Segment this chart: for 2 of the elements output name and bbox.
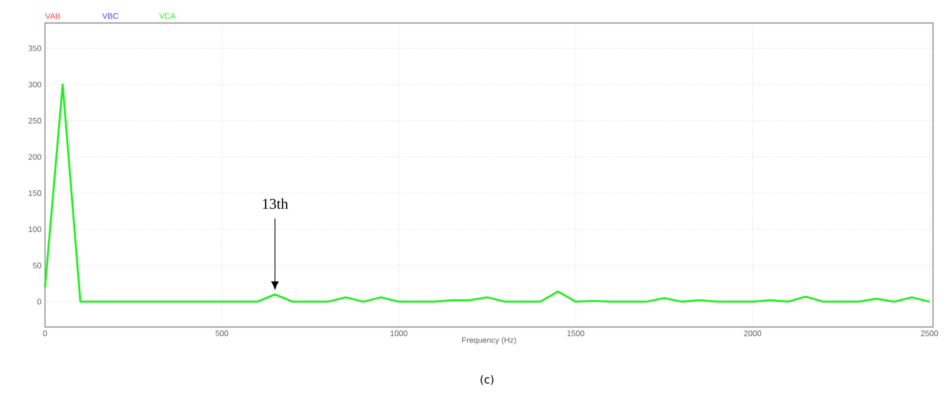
annotation: 13th bbox=[262, 198, 288, 209]
text: (c) bbox=[480, 375, 494, 385]
